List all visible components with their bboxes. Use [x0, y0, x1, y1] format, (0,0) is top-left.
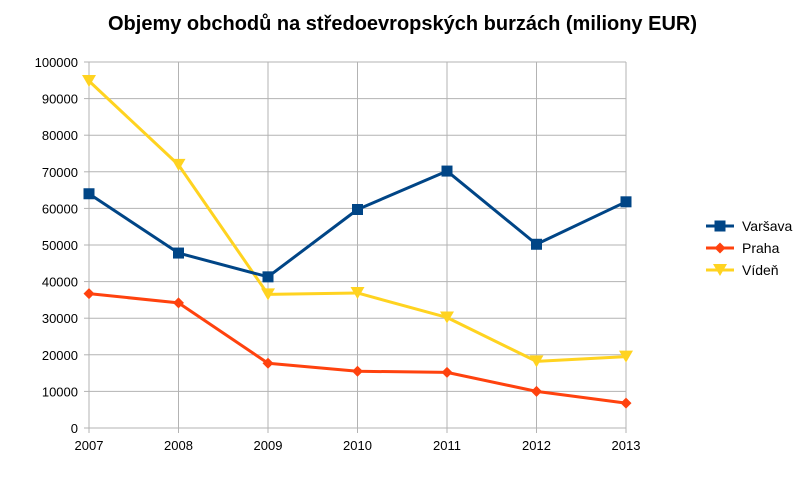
data-point: [261, 288, 275, 301]
y-tick-label: 20000: [42, 348, 78, 363]
data-point: [173, 297, 184, 309]
y-tick-label: 0: [71, 421, 78, 436]
data-point: [531, 385, 542, 397]
y-tick-label: 30000: [42, 311, 78, 326]
y-axis-tick-labels: 0 10000 20000 30000 40000 50000 60000 70000 8000…: [35, 55, 78, 436]
y-tick-label: 40000: [42, 275, 78, 290]
data-point: [83, 188, 95, 200]
x-tick-label: 2013: [612, 438, 641, 453]
y-tick-label: 100000: [35, 55, 78, 70]
series-0: [83, 165, 632, 283]
data-point: [441, 366, 453, 378]
x-tick-label: 2011: [433, 438, 461, 453]
y-tick-label: 80000: [42, 128, 78, 143]
series-1: [83, 288, 632, 409]
data-point: [173, 247, 184, 259]
legend-label: Praha: [742, 240, 780, 256]
data-point: [350, 286, 365, 299]
chart-title: Objemy obchodů na středoevropských burzá…: [108, 13, 697, 35]
y-tick-label: 10000: [42, 384, 78, 399]
x-tick-label: 2009: [254, 438, 283, 453]
data-point: [619, 350, 633, 363]
legend-label: Varšava: [742, 218, 793, 234]
data-point: [620, 196, 632, 208]
data-point: [440, 311, 454, 324]
data-point: [171, 158, 186, 171]
x-tick-label: 2008: [164, 438, 193, 453]
legend-marker: [714, 242, 726, 254]
data-point: [529, 355, 544, 368]
data-point: [352, 365, 363, 377]
y-tick-label: 70000: [42, 165, 78, 180]
legend-marker: [714, 220, 726, 232]
data-point: [262, 357, 274, 369]
legend-item: Praha: [706, 240, 780, 256]
x-tick-label: 2012: [522, 438, 551, 453]
legend-item: Vídeň: [706, 262, 779, 278]
data-point: [262, 271, 274, 283]
series-2: [82, 75, 633, 368]
x-axis-tick-labels: 2007 2008 2009 2010 2011 2012 2013: [75, 438, 641, 453]
data-point: [531, 238, 542, 250]
data-point: [82, 75, 96, 88]
legend-item: Varšava: [706, 218, 793, 234]
y-tick-label: 90000: [42, 92, 78, 107]
x-tick-label: 2007: [75, 438, 104, 453]
y-tick-label: 60000: [42, 201, 78, 216]
legend-label: Vídeň: [742, 262, 779, 278]
y-tick-label: 50000: [42, 238, 78, 253]
series-layer: [82, 75, 633, 409]
legend-marker: [713, 264, 727, 276]
x-tick-label: 2010: [343, 438, 372, 453]
data-point: [620, 397, 632, 409]
data-point: [441, 165, 453, 177]
legend: Varšava Praha Vídeň: [706, 218, 793, 278]
data-point: [352, 203, 363, 215]
data-point: [83, 288, 95, 300]
axes: [84, 61, 627, 433]
